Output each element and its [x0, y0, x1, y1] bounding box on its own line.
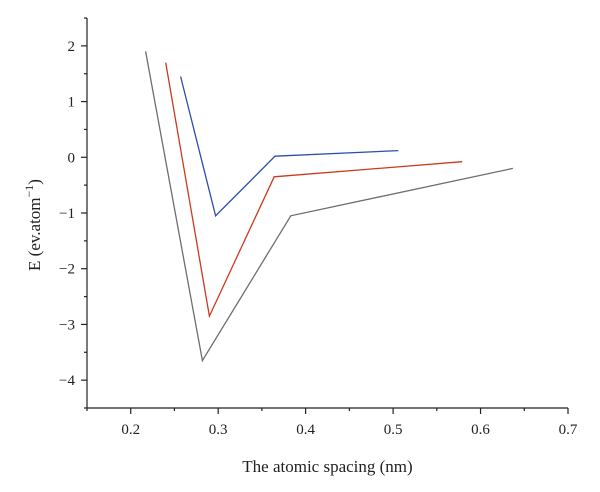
x-tick-label: 0.3 [209, 422, 228, 438]
series-line-3 [179, 76, 399, 218]
axes [86, 18, 568, 409]
series-line-1 [144, 51, 514, 363]
y-tick-label: 1 [68, 95, 76, 111]
x-tick-label: 0.2 [121, 422, 140, 438]
y-axis-title-close: ) [25, 179, 44, 185]
x-axis-title: The atomic spacing (nm) [242, 457, 412, 476]
y-tick-label: −1 [59, 206, 75, 222]
y-tick-label: 0 [68, 150, 76, 166]
x-tick-label: 0.6 [471, 422, 490, 438]
series-layer [144, 51, 514, 363]
x-tick-label: 0.7 [559, 422, 578, 438]
y-axis-title-superscript: −1 [22, 185, 36, 198]
series-line-2 [165, 62, 463, 319]
x-tick-label: 0.5 [384, 422, 403, 438]
ticks: 0.2 0.3 0.4 0.5 0.6 0.7 2 1 0 −1 −2 −3 −4 [59, 17, 578, 438]
y-tick-label: −3 [59, 317, 75, 333]
x-tick-label: 0.4 [296, 422, 315, 438]
y-axis-title: E (ev.atom−1) [22, 179, 44, 271]
y-tick-label: −4 [59, 373, 75, 389]
y-axis-title-main: E (ev.atom [25, 197, 44, 270]
y-tick-label: −2 [59, 262, 75, 278]
y-tick-label: 2 [68, 39, 76, 55]
